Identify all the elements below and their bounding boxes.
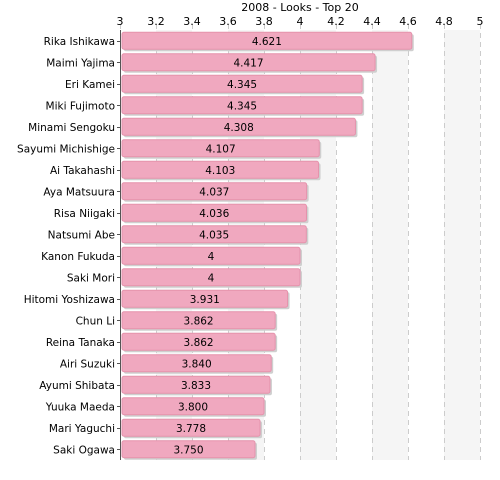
bar [121, 397, 265, 416]
bar [121, 31, 413, 50]
x-axis-ticks: 3 3.2 3.4 3.6 3.8 4 4.2 4.4 4.6 4.8 5 [117, 15, 484, 28]
bar [121, 96, 363, 115]
x-tick-label: 3.8 [255, 15, 273, 28]
category-label: Saki Ogawa [53, 444, 115, 456]
x-tick-label: 4.2 [327, 15, 345, 28]
grid-band [120, 30, 156, 460]
bar-value-label: 3.800 [178, 401, 208, 413]
category-label: Mari Yaguchi [49, 423, 115, 435]
category-label: Miki Fujimoto [46, 100, 115, 112]
bar [121, 354, 272, 373]
bar-value-label: 3.840 [182, 358, 212, 370]
category-label: Yuuka Maeda [45, 401, 115, 413]
grid-band [300, 30, 336, 460]
category-label: Minami Sengoku [28, 122, 115, 134]
bar [121, 139, 320, 158]
bar-value-label: 4.107 [206, 143, 236, 155]
category-label: Risa Niigaki [54, 208, 115, 220]
category-label: Rika Ishikawa [44, 36, 115, 48]
bar [121, 332, 276, 351]
grid-band [192, 30, 228, 460]
x-tick-label: 3.2 [147, 15, 165, 28]
bar-value-label: 3.862 [184, 337, 214, 349]
x-tick-label: 3.6 [219, 15, 237, 28]
grid-band [408, 30, 444, 460]
category-labels: Rika Ishikawa Maimi Yajima Eri Kamei Miki F… [17, 36, 120, 456]
category-label: Natsumi Abe [48, 229, 115, 241]
x-tick-label: 5 [477, 15, 484, 28]
category-label: Maimi Yajima [46, 57, 115, 69]
grid-band [264, 30, 300, 460]
category-label: Saki Mori [67, 272, 115, 284]
category-label: Airi Suzuki [60, 358, 115, 370]
x-tick-label: 4.6 [399, 15, 417, 28]
bar-value-label: 3.931 [190, 294, 220, 306]
bar-value-label: 4 [208, 272, 215, 284]
chart-title: 2008 - Looks - Top 20 [241, 1, 358, 14]
category-label: Reina Tanaka [46, 337, 115, 349]
bar [121, 418, 261, 437]
bar [121, 117, 356, 136]
grid-band [372, 30, 408, 460]
bar [121, 225, 307, 244]
category-label: Eri Kamei [65, 79, 115, 91]
bar-value-label: 4.103 [205, 165, 235, 177]
bar-value-label: 4.035 [199, 229, 229, 241]
bar-value-label: 4.417 [233, 57, 263, 69]
category-label: Sayumi Michishige [17, 143, 115, 155]
category-label: Chun Li [76, 315, 115, 327]
grid-band [156, 30, 192, 460]
bar-value-label: 4.345 [227, 100, 257, 112]
category-label: Aya Matsuura [43, 186, 115, 198]
grid-band [336, 30, 372, 460]
bar [121, 203, 307, 222]
bars: 4.621 4.417 4.345 4.345 4.308 4.107 4.103 4.037… [121, 31, 414, 460]
bar-value-label: 4 [208, 251, 215, 263]
x-tick-label: 4.4 [363, 15, 381, 28]
x-tick-label: 3 [117, 15, 124, 28]
bar-value-label: 4.037 [199, 186, 229, 198]
grid-band [228, 30, 264, 460]
bar [121, 246, 301, 265]
bar [121, 160, 320, 179]
category-label: Kanon Fukuda [41, 251, 115, 263]
grid-band [444, 30, 480, 460]
bar [121, 289, 289, 308]
bar [121, 268, 301, 287]
bar-value-label: 3.862 [184, 315, 214, 327]
bar-value-label: 4.345 [227, 79, 257, 91]
bar-value-label: 4.308 [224, 122, 254, 134]
bar-value-label: 4.036 [199, 208, 229, 220]
bar-value-label: 3.833 [181, 380, 211, 392]
bar [121, 311, 276, 330]
bar-value-label: 3.778 [176, 423, 206, 435]
bar [121, 53, 376, 72]
x-tick-label: 3.4 [183, 15, 201, 28]
x-tick-label: 4 [297, 15, 304, 28]
bar [121, 74, 363, 93]
bar-value-label: 4.621 [252, 36, 282, 48]
category-label: Hitomi Yoshizawa [24, 294, 115, 306]
bar [121, 182, 308, 201]
bar [121, 440, 256, 459]
category-label: Ai Takahashi [50, 165, 115, 177]
bar [121, 375, 271, 394]
x-tick-label: 4.8 [435, 15, 453, 28]
category-label: Ayumi Shibata [39, 380, 115, 392]
bar-value-label: 3.750 [173, 444, 203, 456]
